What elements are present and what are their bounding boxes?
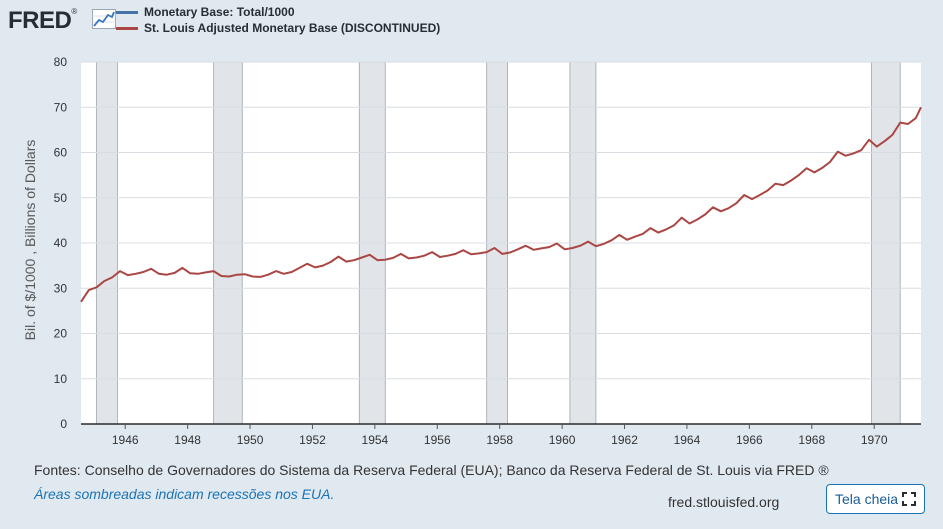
fullscreen-button-label: Tela cheia [835, 491, 899, 507]
y-tick-label: 60 [54, 146, 68, 160]
x-tick-label: 1970 [861, 433, 888, 447]
x-tick-label: 1958 [486, 433, 513, 447]
legend-swatch-monetary-base [116, 10, 138, 14]
recession-note: Áreas sombreadas indicam recessões nos E… [34, 486, 335, 502]
chart-legend: Monetary Base: Total/1000 St. Louis Adju… [116, 4, 440, 36]
x-tick-label: 1952 [299, 433, 326, 447]
y-tick-label: 10 [54, 372, 68, 386]
y-tick-label: 0 [60, 417, 67, 431]
x-tick-label: 1950 [237, 433, 264, 447]
x-tick-label: 1966 [736, 433, 763, 447]
x-tick-label: 1964 [674, 433, 701, 447]
fred-logo[interactable]: FRED® [8, 7, 77, 35]
x-tick-label: 1946 [112, 433, 139, 447]
legend-item-monetary-base[interactable]: Monetary Base: Total/1000 [116, 4, 440, 20]
fullscreen-icon [902, 492, 917, 506]
line-graph-icon [92, 9, 116, 29]
x-tick-label: 1960 [549, 433, 576, 447]
x-tick-label: 1968 [798, 433, 825, 447]
x-tick-label: 1962 [611, 433, 638, 447]
y-tick-label: 80 [54, 55, 68, 69]
x-tick-label: 1948 [174, 433, 201, 447]
fred-url[interactable]: fred.stlouisfed.org [668, 494, 780, 510]
source-note: Fontes: Conselho de Governadores do Sist… [34, 462, 829, 478]
series-line-1[interactable] [80, 106, 922, 303]
legend-item-st-louis-base[interactable]: St. Louis Adjusted Monetary Base (DISCON… [116, 20, 440, 36]
line-chart[interactable]: 0 10 20 30 40 50 60 70 80 1946 1948 1950 1952 1954 195… [0, 0, 943, 460]
y-tick-label: 20 [54, 327, 68, 341]
y-tick-label: 30 [54, 281, 68, 295]
fred-logo-text: FRED [8, 7, 72, 34]
x-tick-label: 1956 [424, 433, 451, 447]
y-tick-label: 50 [54, 191, 68, 205]
legend-swatch-st-louis-base [116, 26, 138, 30]
y-tick-label: 40 [54, 236, 68, 250]
x-tick-label: 1954 [362, 433, 389, 447]
y-tick-label: 70 [54, 100, 68, 114]
legend-label-st-louis-base: St. Louis Adjusted Monetary Base (DISCON… [144, 21, 441, 35]
fullscreen-button[interactable]: Tela cheia [826, 484, 925, 514]
legend-label-monetary-base: Monetary Base: Total/1000 [144, 5, 295, 19]
fred-logo-mark: ® [71, 7, 77, 16]
